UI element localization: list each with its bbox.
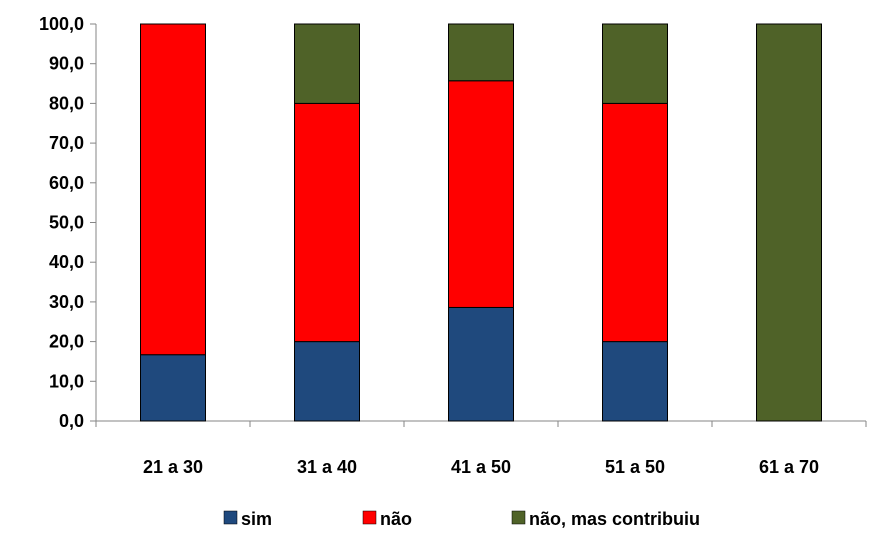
bar-segment-nao <box>294 102 360 343</box>
y-tick-label: 80,0 <box>49 93 84 113</box>
bar-segment-nao <box>140 23 206 356</box>
bars <box>140 23 822 422</box>
x-axis: 21 a 30 31 a 40 41 a 50 51 a 50 61 a 70 <box>95 420 867 477</box>
x-tick-label: 51 a 50 <box>605 457 665 477</box>
legend-label: sim <box>241 509 272 529</box>
legend-label: não <box>380 509 412 529</box>
legend-swatch <box>223 510 238 525</box>
bar-segment-nao-mas-contribuiu <box>602 23 668 104</box>
y-tick-label: 10,0 <box>49 371 84 391</box>
legend: sim não não, mas contribuiu <box>223 509 700 529</box>
bar-segment-nao-mas-contribuiu <box>294 23 360 104</box>
x-tick-label: 61 a 70 <box>759 457 819 477</box>
y-tick-label: 20,0 <box>49 332 84 352</box>
legend-swatch <box>511 510 526 525</box>
y-tick-label: 100,0 <box>39 14 84 34</box>
bar-segment-nao-mas-contribuiu <box>756 23 822 422</box>
bar-segment-sim <box>448 306 514 422</box>
y-tick-label: 30,0 <box>49 292 84 312</box>
y-tick-label: 40,0 <box>49 252 84 272</box>
y-tick-label: 50,0 <box>49 213 84 233</box>
y-axis: 0,0 10,0 20,0 30,0 40,0 50,0 60,0 70,0 80,0 90,0 1… <box>39 14 97 431</box>
bar-segment-sim <box>602 341 668 422</box>
y-tick-label: 60,0 <box>49 173 84 193</box>
y-tick-label: 0,0 <box>59 411 84 431</box>
x-tick-label: 31 a 40 <box>297 457 357 477</box>
bar-segment-nao-mas-contribuiu <box>448 23 514 82</box>
x-tick-label: 41 a 50 <box>451 457 511 477</box>
bar-segment-sim <box>294 341 360 422</box>
y-tick-label: 70,0 <box>49 133 84 153</box>
bar-segment-nao <box>602 102 668 343</box>
legend-swatch <box>362 510 377 525</box>
bar-segment-sim <box>140 354 206 422</box>
x-tick-label: 21 a 30 <box>143 457 203 477</box>
legend-label: não, mas contribuiu <box>529 509 700 529</box>
bar-segment-nao <box>448 80 514 308</box>
y-tick-label: 90,0 <box>49 54 84 74</box>
